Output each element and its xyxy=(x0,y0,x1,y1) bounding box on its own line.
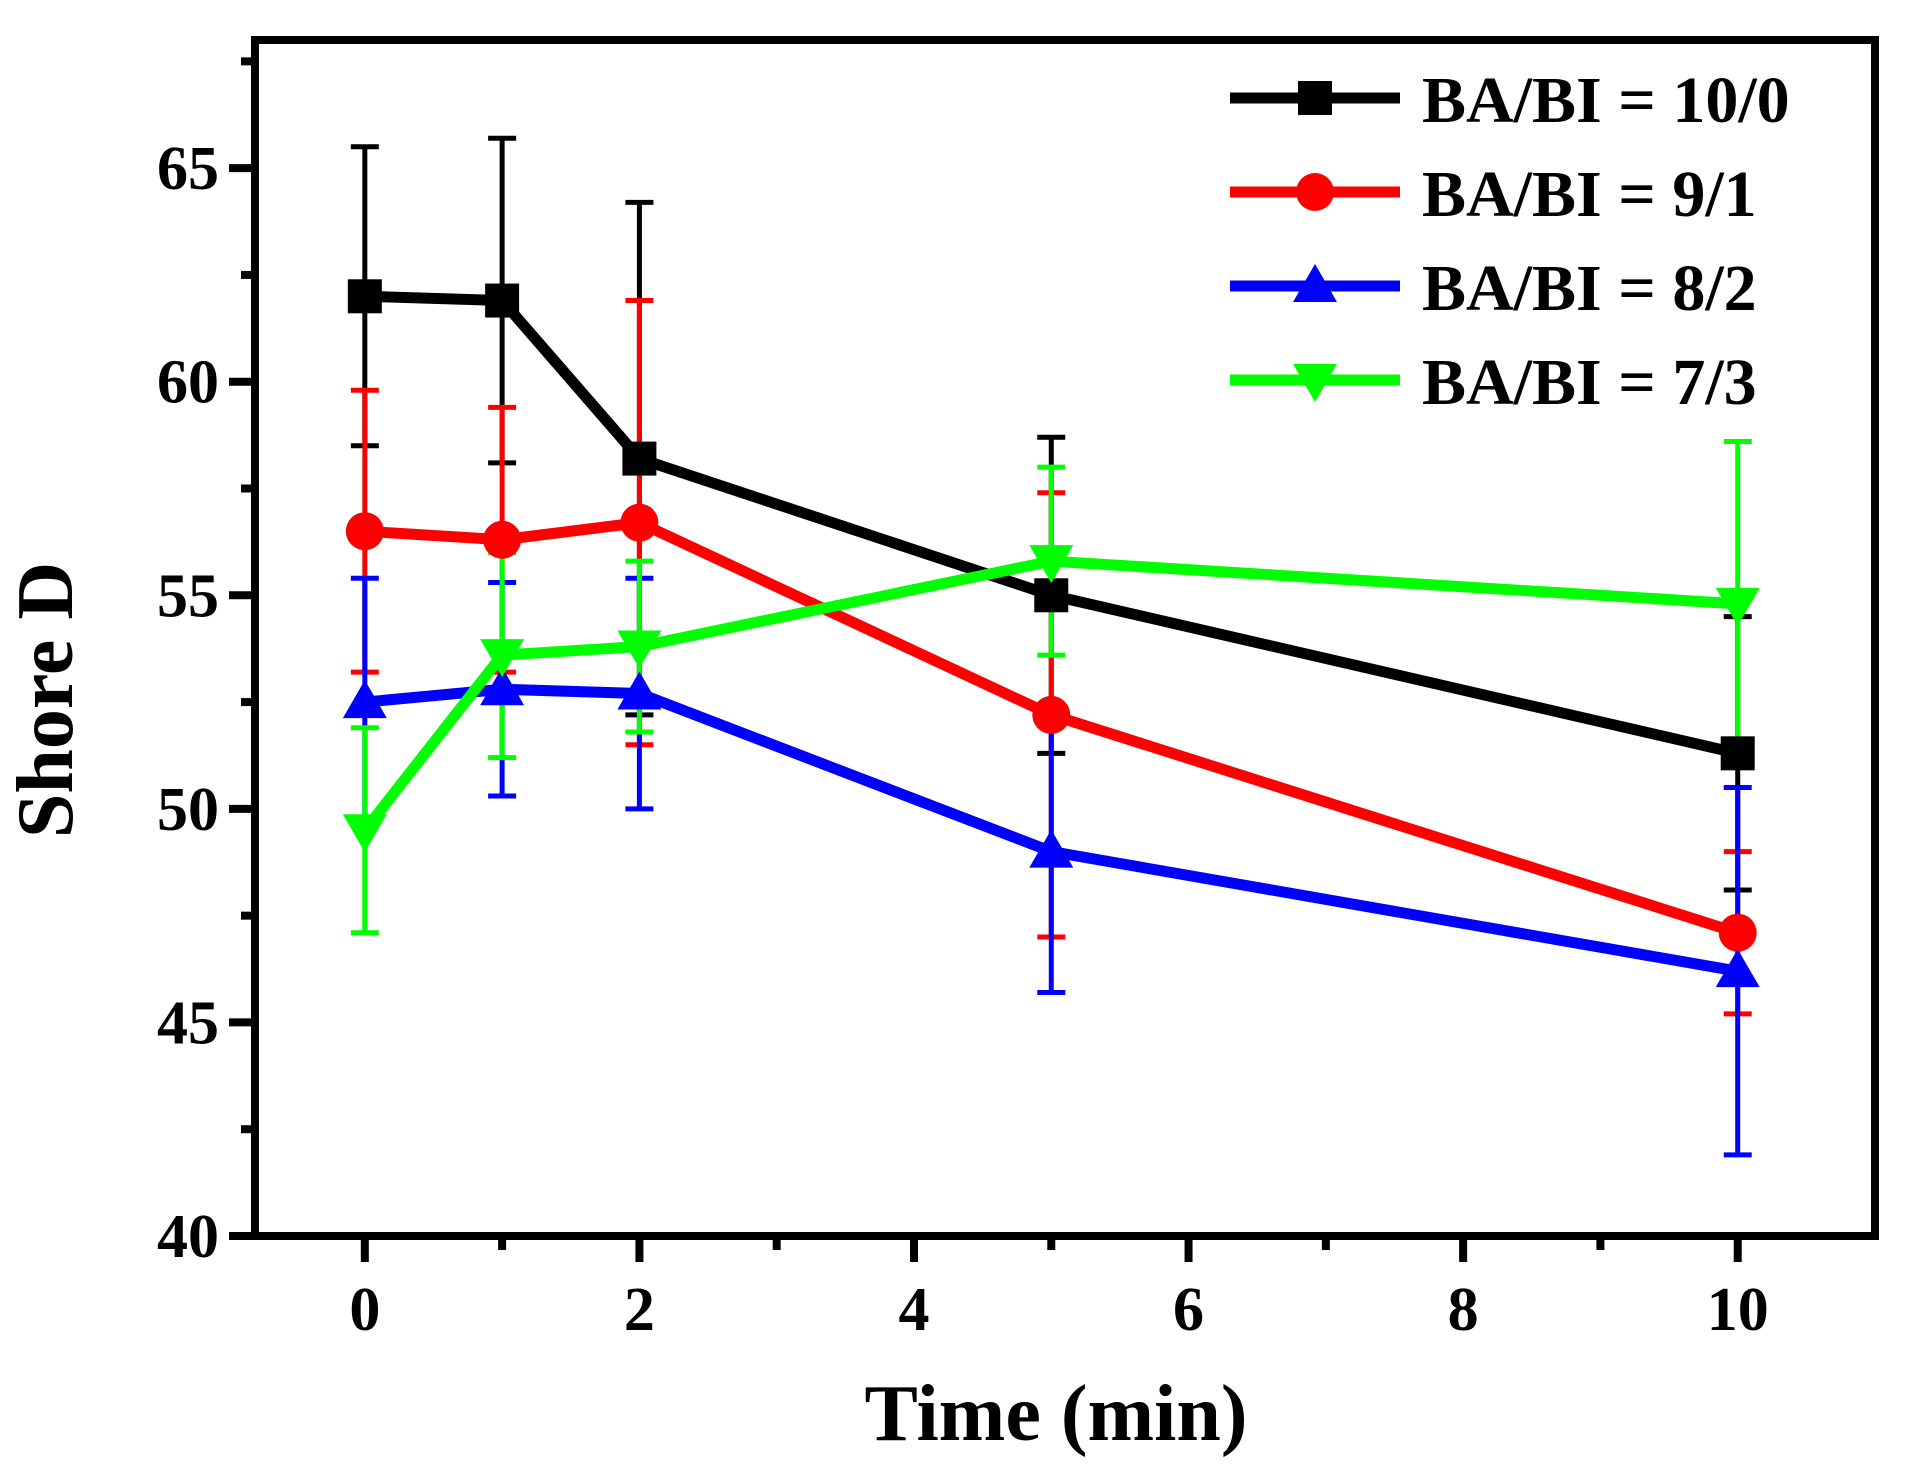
data-point xyxy=(1718,913,1757,952)
legend-label: BA/BI = 10/0 xyxy=(1422,64,1790,137)
x-tick-label: 8 xyxy=(1448,1276,1479,1344)
data-point xyxy=(345,512,384,551)
y-tick-label: 65 xyxy=(157,135,219,203)
x-tick-label: 10 xyxy=(1707,1276,1769,1344)
plot-frame xyxy=(251,36,1879,1240)
data-point xyxy=(485,283,520,318)
data-point xyxy=(622,441,657,476)
y-axis-title: Shore D xyxy=(2,562,90,838)
x-tick-label: 0 xyxy=(349,1276,380,1344)
y-tick-label: 40 xyxy=(157,1203,219,1271)
legend-marker xyxy=(1298,81,1332,115)
legend-marker xyxy=(1296,173,1334,211)
series-markers xyxy=(342,279,1760,988)
legend-label: BA/BI = 9/1 xyxy=(1422,158,1757,231)
data-point xyxy=(1029,829,1074,868)
data-point xyxy=(480,667,525,706)
data-point xyxy=(1029,545,1074,584)
legend-marker xyxy=(1293,364,1337,402)
legend-label: BA/BI = 7/3 xyxy=(1422,346,1757,419)
data-point xyxy=(617,671,662,710)
data-point xyxy=(1720,736,1755,771)
data-point xyxy=(620,503,659,542)
y-tick-label: 55 xyxy=(157,562,219,630)
y-tick-label: 60 xyxy=(157,349,219,417)
data-point xyxy=(483,520,522,559)
data-point xyxy=(1715,949,1760,988)
legend-marker xyxy=(1293,264,1337,302)
x-tick-label: 2 xyxy=(624,1276,655,1344)
data-point xyxy=(1032,695,1071,734)
data-point xyxy=(342,680,387,719)
x-tick-label: 6 xyxy=(1173,1276,1204,1344)
data-point xyxy=(617,630,662,669)
y-tick-label: 45 xyxy=(157,989,219,1057)
x-tick-label: 4 xyxy=(898,1276,929,1344)
y-tick-label: 50 xyxy=(157,776,219,844)
data-point xyxy=(347,279,382,314)
legend: BA/BI = 10/0 BA/BI = 9/1 BA/BI = 8/2 BA/BI … xyxy=(1230,64,1790,419)
legend-label: BA/BI = 8/2 xyxy=(1422,252,1757,325)
axis-ticks: 0 2 4 6 8 10 40 45 50 55 60 65 xyxy=(157,57,1769,1344)
x-axis-title: Time (min) xyxy=(865,1370,1248,1458)
data-point xyxy=(342,814,387,853)
data-point xyxy=(1715,587,1760,626)
data-point xyxy=(480,639,525,678)
data-point xyxy=(1034,578,1069,613)
